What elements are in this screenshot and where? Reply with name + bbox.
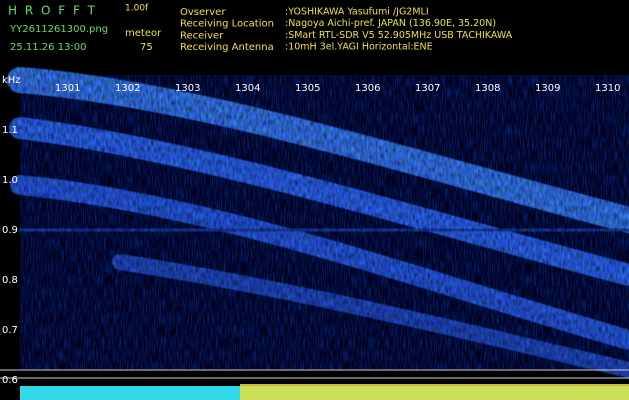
time-label: 1306 xyxy=(355,83,380,94)
info-value: :YOSHIKAWA Yasufumi /JG2MLI xyxy=(285,7,429,18)
time-label: 1304 xyxy=(235,83,260,94)
info-value: :Nagoya Aichi-pref. JAPAN (136.90E, 35.2… xyxy=(285,18,496,29)
count: 75 xyxy=(140,42,153,53)
band xyxy=(10,175,629,350)
band xyxy=(9,117,629,286)
time-label: 1310 xyxy=(595,83,620,94)
band xyxy=(7,67,629,233)
time-label: 1308 xyxy=(475,83,500,94)
frequency-label: 0.7 xyxy=(2,325,18,336)
echo-bands xyxy=(7,67,629,378)
level-bar-peak xyxy=(240,384,629,400)
time-label: 1301 xyxy=(55,83,80,94)
version: 1.00f xyxy=(125,4,149,14)
info-label: Receiver xyxy=(180,30,224,41)
time-label: 1305 xyxy=(295,83,320,94)
band xyxy=(112,254,629,378)
time-label: 1303 xyxy=(175,83,200,94)
mode: meteor xyxy=(125,28,162,39)
frequency-label: 1.1 xyxy=(2,125,18,136)
info-value: :SMart RTL-SDR V5 52.905MHz USB TACHIKAW… xyxy=(285,30,513,41)
unit-label: kHz xyxy=(2,75,21,86)
datetime: 25.11.26 13:00 xyxy=(10,42,87,53)
info-label: Ovserver xyxy=(180,7,226,18)
info-value: :10mH 3el.YAGI Horizontal:ENE xyxy=(285,42,433,53)
time-label: 1302 xyxy=(115,83,140,94)
frequency-label: 0.9 xyxy=(2,225,18,236)
info-label: Receiving Antenna xyxy=(180,42,274,53)
app-name: H R O F F T xyxy=(8,4,97,18)
file-name: YY2611261300.png xyxy=(9,24,108,35)
frequency-label: 1.0 xyxy=(2,175,18,186)
axes: 1.1 1.0 0.9 0.8 0.7 0.6 1301 1302 1303 1304 1305 13… xyxy=(2,83,620,386)
frequency-label: 0.8 xyxy=(2,275,18,286)
station-info: Ovserver :YOSHIKAWA Yasufumi /JG2MLI Recei… xyxy=(180,7,513,54)
spectrogram-noise xyxy=(20,75,629,370)
frequency-label: 0.6 xyxy=(2,375,18,386)
time-label: 1309 xyxy=(535,83,560,94)
info-label: Receiving Location xyxy=(180,19,274,30)
time-label: 1307 xyxy=(415,83,440,94)
